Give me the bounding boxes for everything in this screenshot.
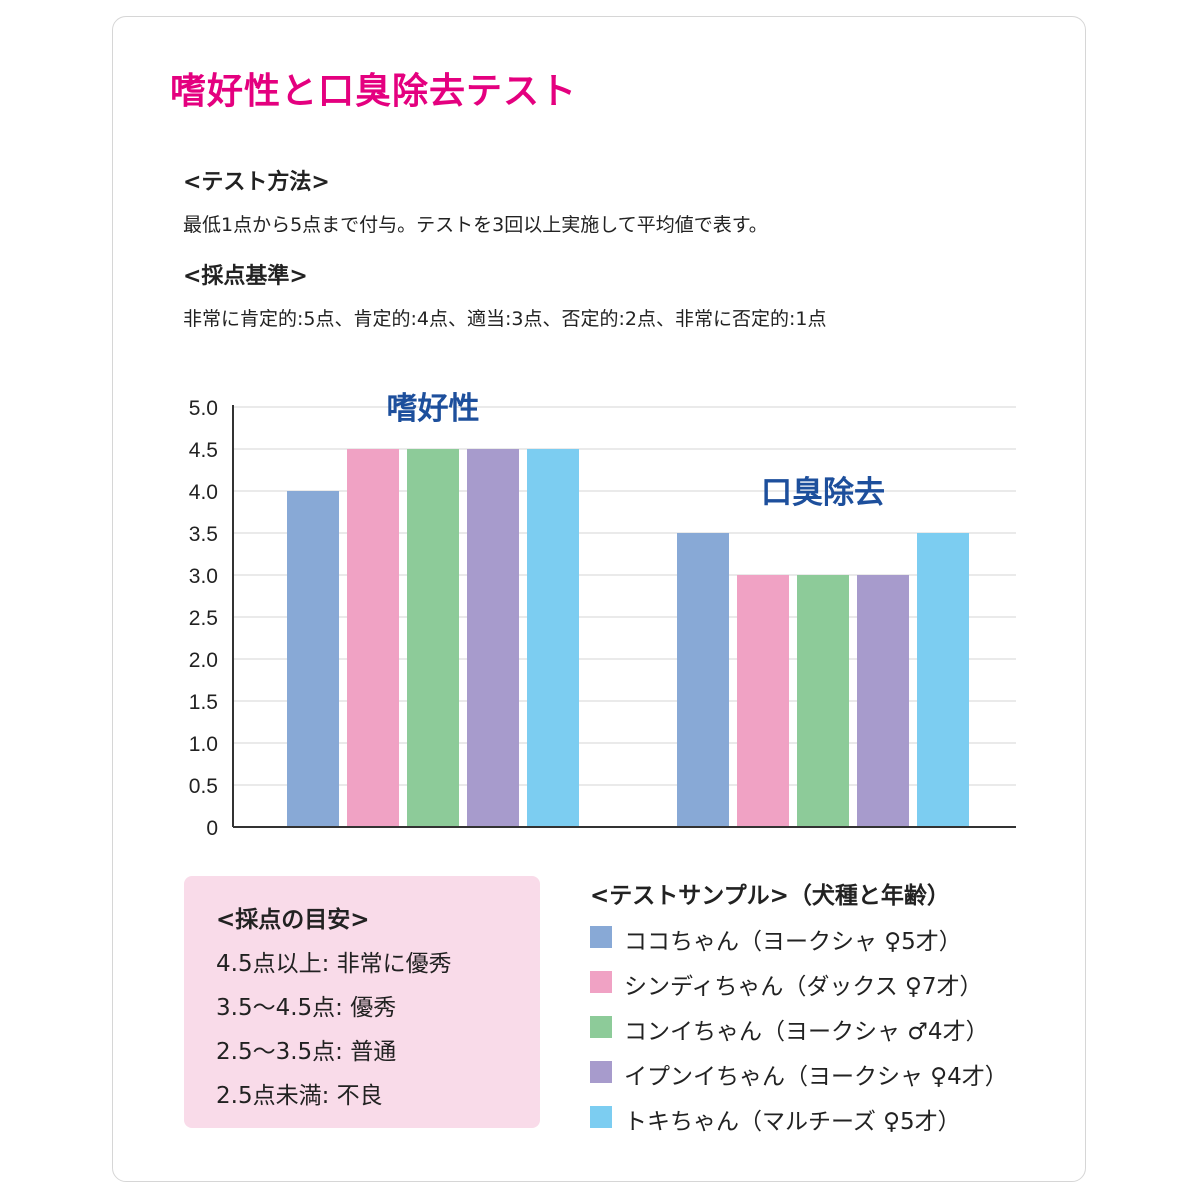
bar bbox=[737, 575, 789, 827]
legend-swatch bbox=[590, 1016, 612, 1038]
legend-label: イプンイちゃん（ヨークシャ ♀4才） bbox=[624, 1064, 1008, 1090]
page-title: 嗜好性と口臭除去テスト bbox=[170, 71, 578, 112]
legend-swatch bbox=[590, 1061, 612, 1083]
y-tick-label: 3.0 bbox=[189, 565, 218, 588]
legend-heading: <テストサンプル>（犬種と年齢） bbox=[590, 883, 950, 909]
scoring-guide-item: 3.5〜4.5点: 優秀 bbox=[216, 995, 397, 1021]
category-label: 嗜好性 bbox=[387, 391, 480, 427]
bar bbox=[917, 533, 969, 827]
y-tick-label: 2.0 bbox=[189, 649, 218, 672]
scoring-guide-item: 4.5点以上: 非常に優秀 bbox=[216, 951, 452, 977]
legend-swatch bbox=[590, 971, 612, 993]
scoring-guide-item: 2.5点未満: 不良 bbox=[216, 1083, 383, 1109]
bar bbox=[407, 449, 459, 827]
criteria-heading: <採点基準> bbox=[183, 264, 308, 289]
y-tick-label: 1.5 bbox=[189, 691, 218, 714]
y-tick-label: 2.5 bbox=[189, 607, 218, 630]
y-tick-label: 1.0 bbox=[189, 733, 218, 756]
y-tick-label: 0 bbox=[206, 817, 218, 840]
bar bbox=[287, 491, 339, 827]
bar bbox=[857, 575, 909, 827]
legend-swatch bbox=[590, 1106, 612, 1128]
legend-label: シンディちゃん（ダックス ♀7才） bbox=[624, 974, 983, 1000]
bar bbox=[797, 575, 849, 827]
legend-label: ココちゃん（ヨークシャ ♀5才） bbox=[624, 929, 962, 955]
y-tick-label: 5.0 bbox=[189, 397, 218, 420]
bar bbox=[527, 449, 579, 827]
criteria-text: 非常に肯定的:5点、肯定的:4点、適当:3点、否定的:2点、非常に否定的:1点 bbox=[183, 308, 827, 330]
method-heading: <テスト方法> bbox=[183, 170, 330, 195]
method-text: 最低1点から5点まで付与。テストを3回以上実施して平均値で表す。 bbox=[183, 214, 768, 236]
bar bbox=[347, 449, 399, 827]
y-tick-label: 4.0 bbox=[189, 481, 218, 504]
y-tick-label: 4.5 bbox=[189, 439, 218, 462]
scoring-guide-heading: <採点の目安> bbox=[216, 907, 370, 933]
legend-label: コンイちゃん（ヨークシャ ♂4才） bbox=[624, 1019, 989, 1045]
scoring-guide-item: 2.5〜3.5点: 普通 bbox=[216, 1039, 397, 1065]
y-tick-label: 0.5 bbox=[189, 775, 218, 798]
bar bbox=[677, 533, 729, 827]
y-tick-label: 3.5 bbox=[189, 523, 218, 546]
legend-swatch bbox=[590, 926, 612, 948]
bar bbox=[467, 449, 519, 827]
scoring-guide-box: <採点の目安> 4.5点以上: 非常に優秀 3.5〜4.5点: 優秀 2.5〜3… bbox=[184, 876, 540, 1128]
category-label: 口臭除去 bbox=[761, 475, 885, 511]
legend-label: トキちゃん（マルチーズ ♀5才） bbox=[624, 1109, 961, 1135]
